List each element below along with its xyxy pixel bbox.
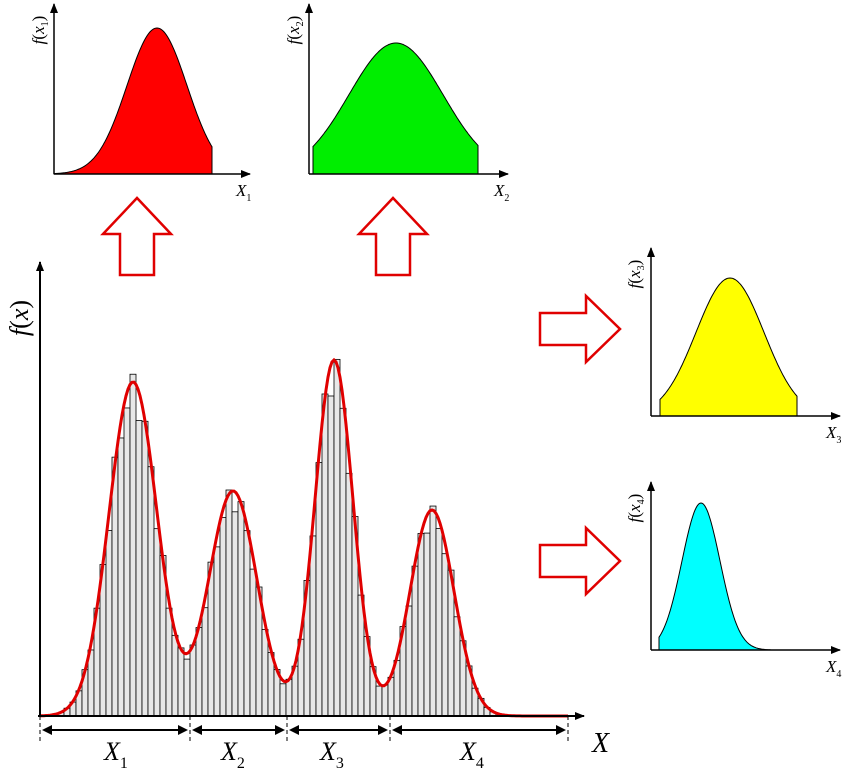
histogram-bars (51, 358, 503, 717)
main-plot: f(x) X X1 X2 X3 X4 (5, 261, 610, 771)
subplot-x3-x-label: X3 (825, 423, 841, 446)
histogram-bar (345, 472, 353, 717)
histogram-bar (333, 358, 341, 717)
histogram-bar (279, 683, 287, 717)
right-arrow-icon (538, 293, 622, 365)
histogram-bar (111, 456, 119, 717)
main-y-label: f(x) (5, 300, 34, 336)
subplot-x3-density (659, 277, 798, 417)
subplot-x4-y-label: f(x4) (625, 494, 647, 523)
histogram-bar (405, 605, 413, 717)
histogram-bar (165, 607, 173, 717)
subplot-x2-y-label: f(x2) (284, 16, 306, 45)
histogram-bar (453, 616, 461, 717)
histogram-bar (135, 420, 143, 717)
histogram-bar (315, 462, 323, 717)
histogram-bar (441, 553, 449, 717)
histogram-bar (237, 501, 245, 717)
right-arrow-icon (538, 525, 622, 597)
histogram-bar (129, 373, 137, 717)
histogram-bar (429, 505, 437, 717)
subplot-x1-x-label: X1 (235, 181, 251, 204)
histogram-bar (141, 420, 149, 717)
histogram-bar (213, 546, 221, 717)
subplot-x2-density (312, 42, 479, 175)
segment-label-x2: X2 (220, 737, 245, 771)
histogram-bar (219, 517, 227, 717)
segment-boundaries (39, 716, 569, 744)
histogram-bar (105, 530, 113, 717)
histogram-bar (435, 528, 443, 717)
histogram-bar (177, 647, 185, 717)
subplot-x1: f(x1) X1 (29, 3, 251, 204)
subplot-x3: f(x3) X3 (625, 247, 841, 446)
subplot-x2: f(x2) X2 (284, 3, 509, 204)
histogram-bar (327, 395, 335, 717)
histogram-bar (183, 658, 191, 717)
subplot-x1-density (53, 27, 213, 175)
segment-label-x3: X3 (319, 737, 344, 771)
histogram-bar (225, 489, 233, 717)
segment-label-x4: X4 (459, 737, 484, 771)
histogram-bar (231, 511, 239, 717)
up-arrow-icon (100, 196, 174, 277)
histogram-bar (321, 393, 329, 717)
histogram-bar (171, 634, 179, 717)
histogram-bar (261, 629, 269, 717)
histogram-bar (285, 678, 293, 717)
histogram-bar (411, 565, 419, 717)
subplot-x1-y-label: f(x1) (29, 16, 51, 45)
histogram-bar (339, 407, 347, 717)
histogram-bar (147, 466, 155, 717)
histogram-bar (195, 627, 203, 717)
histogram-bar (243, 530, 251, 717)
histogram-bar (249, 568, 257, 717)
subplot-x3-y-label: f(x3) (625, 260, 647, 289)
segment-label-x1: X1 (103, 737, 128, 771)
histogram-bar (201, 607, 209, 717)
histogram-bar (123, 407, 131, 717)
histogram-bar (423, 532, 431, 717)
decomposition-arrows (100, 196, 622, 597)
histogram-bar (189, 644, 197, 717)
histogram-bar (309, 535, 317, 717)
histogram-bar (153, 528, 161, 717)
subplot-x4-density (658, 502, 771, 651)
subplot-x2-x-label: X2 (493, 181, 509, 204)
density-curve (39, 357, 568, 718)
subplot-x4: f(x4) X4 (625, 481, 841, 680)
subplot-x4-x-label: X4 (825, 657, 841, 680)
main-x-label: X (591, 728, 610, 759)
histogram-bar (387, 676, 395, 717)
up-arrow-icon (356, 196, 430, 277)
histogram-bar (117, 437, 125, 717)
histogram-bar (417, 533, 425, 717)
histogram-bar (381, 684, 389, 717)
histogram-bar (375, 685, 383, 717)
segment-arrows (42, 725, 566, 735)
